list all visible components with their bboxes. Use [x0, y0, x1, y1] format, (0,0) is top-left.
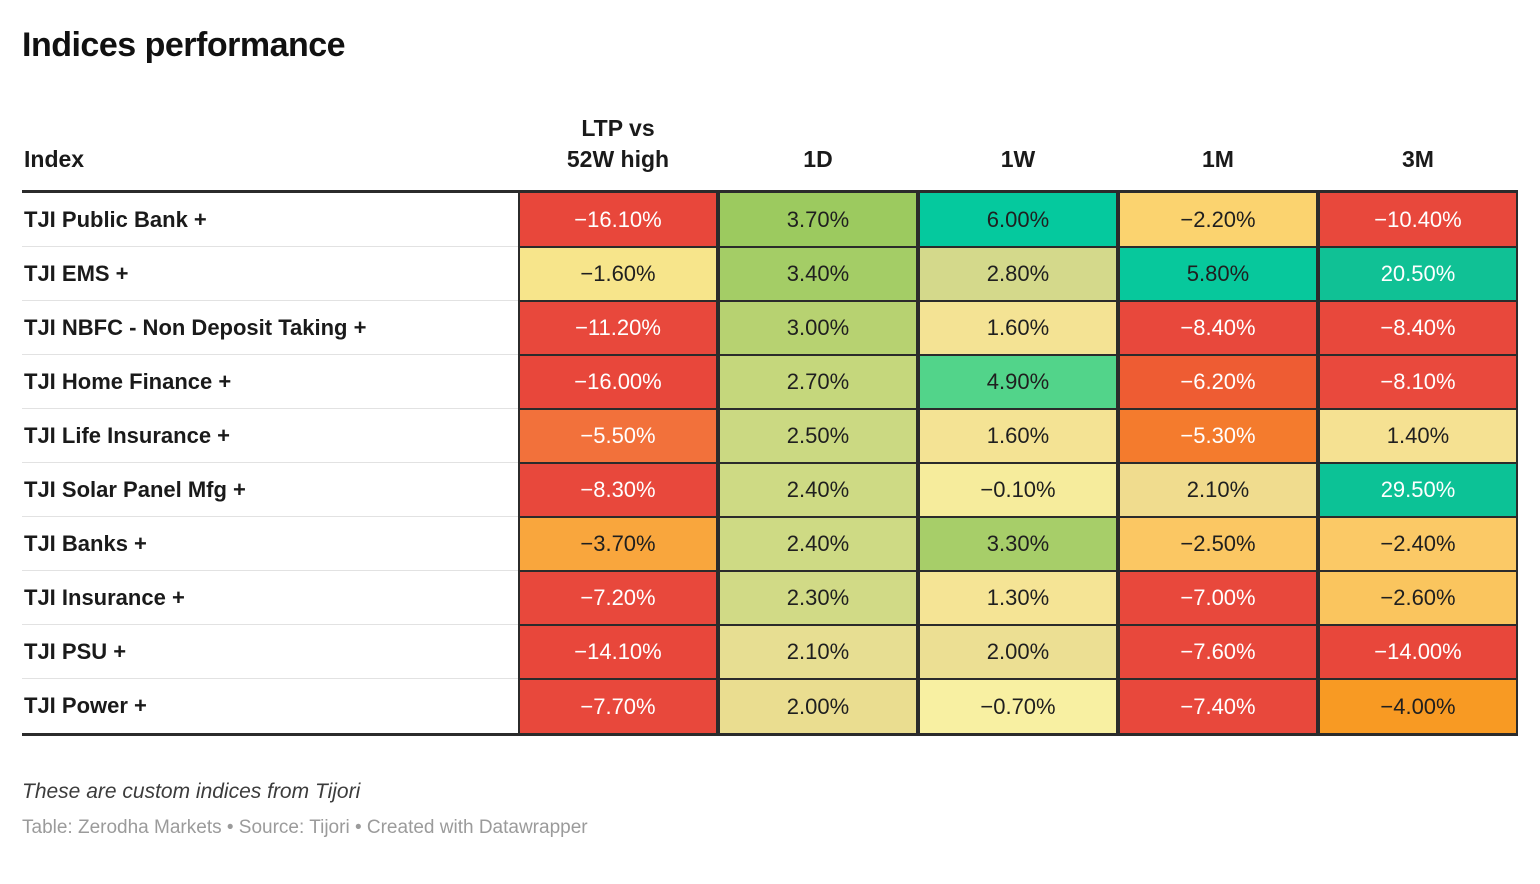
- cell-3m: 20.50%: [1318, 247, 1518, 302]
- footnote: These are custom indices from Tijori: [22, 780, 361, 804]
- row-label[interactable]: TJI Life Insurance +: [22, 409, 518, 464]
- cell-1m: −7.40%: [1118, 679, 1318, 734]
- table-body: TJI Public Bank + −16.10% 3.70% 6.00% −2…: [22, 193, 1518, 734]
- cell-3m: −14.00%: [1318, 625, 1518, 680]
- cell-3m: −8.10%: [1318, 355, 1518, 410]
- cell-1w: 6.00%: [918, 193, 1118, 248]
- cell-ltp-vs-52w-high: −5.50%: [518, 409, 718, 464]
- column-header-1d: 1D: [718, 113, 918, 194]
- page-title: Indices performance: [22, 26, 346, 64]
- table-row: TJI NBFC - Non Deposit Taking + −11.20% …: [22, 301, 1518, 356]
- column-header-1w: 1W: [918, 113, 1118, 194]
- header-row: Index LTP vs 52W high 1D 1W 1M 3M: [22, 113, 1518, 194]
- table-row: TJI Insurance + −7.20% 2.30% 1.30% −7.00…: [22, 571, 1518, 626]
- row-label[interactable]: TJI NBFC - Non Deposit Taking +: [22, 301, 518, 356]
- cell-1w: 3.30%: [918, 517, 1118, 572]
- cell-1m: 2.10%: [1118, 463, 1318, 518]
- row-label[interactable]: TJI Power +: [22, 679, 518, 734]
- column-header-3m: 3M: [1318, 113, 1518, 194]
- cell-1m: −5.30%: [1118, 409, 1318, 464]
- table-row: TJI EMS + −1.60% 3.40% 2.80% 5.80% 20.50…: [22, 247, 1518, 302]
- row-label[interactable]: TJI Banks +: [22, 517, 518, 572]
- page: Indices performance Index LTP vs 52W hig…: [22, 26, 1518, 839]
- cell-ltp-vs-52w-high: −7.70%: [518, 679, 718, 734]
- cell-ltp-vs-52w-high: −16.00%: [518, 355, 718, 410]
- column-header-index: Index: [22, 113, 518, 194]
- column-header-1m: 1M: [1118, 113, 1318, 194]
- cell-3m: 1.40%: [1318, 409, 1518, 464]
- row-label[interactable]: TJI Insurance +: [22, 571, 518, 626]
- cell-1m: −2.20%: [1118, 193, 1318, 248]
- indices-table: Index LTP vs 52W high 1D 1W 1M 3M TJI Pu…: [22, 113, 1518, 734]
- cell-1d: 2.10%: [718, 625, 918, 680]
- cell-ltp-vs-52w-high: −7.20%: [518, 571, 718, 626]
- table-row: TJI Power + −7.70% 2.00% −0.70% −7.40% −…: [22, 679, 1518, 734]
- cell-1m: −7.00%: [1118, 571, 1318, 626]
- cell-1m: 5.80%: [1118, 247, 1318, 302]
- cell-1w: 1.60%: [918, 409, 1118, 464]
- cell-ltp-vs-52w-high: −8.30%: [518, 463, 718, 518]
- cell-1m: −7.60%: [1118, 625, 1318, 680]
- cell-ltp-vs-52w-high: −3.70%: [518, 517, 718, 572]
- row-label[interactable]: TJI EMS +: [22, 247, 518, 302]
- cell-1w: −0.10%: [918, 463, 1118, 518]
- column-header-ltp-vs-52w-high: LTP vs 52W high: [518, 113, 718, 194]
- row-label[interactable]: TJI PSU +: [22, 625, 518, 680]
- cell-ltp-vs-52w-high: −16.10%: [518, 193, 718, 248]
- row-label[interactable]: TJI Home Finance +: [22, 355, 518, 410]
- cell-1d: 2.70%: [718, 355, 918, 410]
- cell-3m: −10.40%: [1318, 193, 1518, 248]
- row-label[interactable]: TJI Public Bank +: [22, 193, 518, 248]
- table-row: TJI Life Insurance + −5.50% 2.50% 1.60% …: [22, 409, 1518, 464]
- cell-ltp-vs-52w-high: −11.20%: [518, 301, 718, 356]
- cell-1d: 2.50%: [718, 409, 918, 464]
- cell-ltp-vs-52w-high: −14.10%: [518, 625, 718, 680]
- cell-1m: −8.40%: [1118, 301, 1318, 356]
- cell-3m: −2.40%: [1318, 517, 1518, 572]
- cell-1d: 2.40%: [718, 517, 918, 572]
- ltp-header-line1: LTP vs: [581, 115, 655, 141]
- cell-1w: 1.30%: [918, 571, 1118, 626]
- cell-1w: −0.70%: [918, 679, 1118, 734]
- cell-ltp-vs-52w-high: −1.60%: [518, 247, 718, 302]
- cell-1w: 1.60%: [918, 301, 1118, 356]
- cell-1d: 2.40%: [718, 463, 918, 518]
- cell-1d: 2.30%: [718, 571, 918, 626]
- cell-1m: −2.50%: [1118, 517, 1318, 572]
- table-row: TJI Public Bank + −16.10% 3.70% 6.00% −2…: [22, 193, 1518, 248]
- table-row: TJI PSU + −14.10% 2.10% 2.00% −7.60% −14…: [22, 625, 1518, 680]
- cell-1d: 3.00%: [718, 301, 918, 356]
- cell-1d: 3.40%: [718, 247, 918, 302]
- indices-table-container: Index LTP vs 52W high 1D 1W 1M 3M TJI Pu…: [22, 113, 1518, 737]
- table-header: Index LTP vs 52W high 1D 1W 1M 3M: [22, 113, 1518, 194]
- table-row: TJI Banks + −3.70% 2.40% 3.30% −2.50% −2…: [22, 517, 1518, 572]
- cell-1d: 3.70%: [718, 193, 918, 248]
- table-row: TJI Home Finance + −16.00% 2.70% 4.90% −…: [22, 355, 1518, 410]
- cell-1w: 4.90%: [918, 355, 1118, 410]
- cell-1w: 2.80%: [918, 247, 1118, 302]
- cell-1m: −6.20%: [1118, 355, 1318, 410]
- cell-3m: −4.00%: [1318, 679, 1518, 734]
- cell-3m: −2.60%: [1318, 571, 1518, 626]
- attribution: Table: Zerodha Markets • Source: Tijori …: [22, 817, 588, 839]
- row-label[interactable]: TJI Solar Panel Mfg +: [22, 463, 518, 518]
- table-row: TJI Solar Panel Mfg + −8.30% 2.40% −0.10…: [22, 463, 1518, 518]
- cell-3m: −8.40%: [1318, 301, 1518, 356]
- ltp-header-line2: 52W high: [566, 146, 670, 173]
- cell-1w: 2.00%: [918, 625, 1118, 680]
- cell-3m: 29.50%: [1318, 463, 1518, 518]
- cell-1d: 2.00%: [718, 679, 918, 734]
